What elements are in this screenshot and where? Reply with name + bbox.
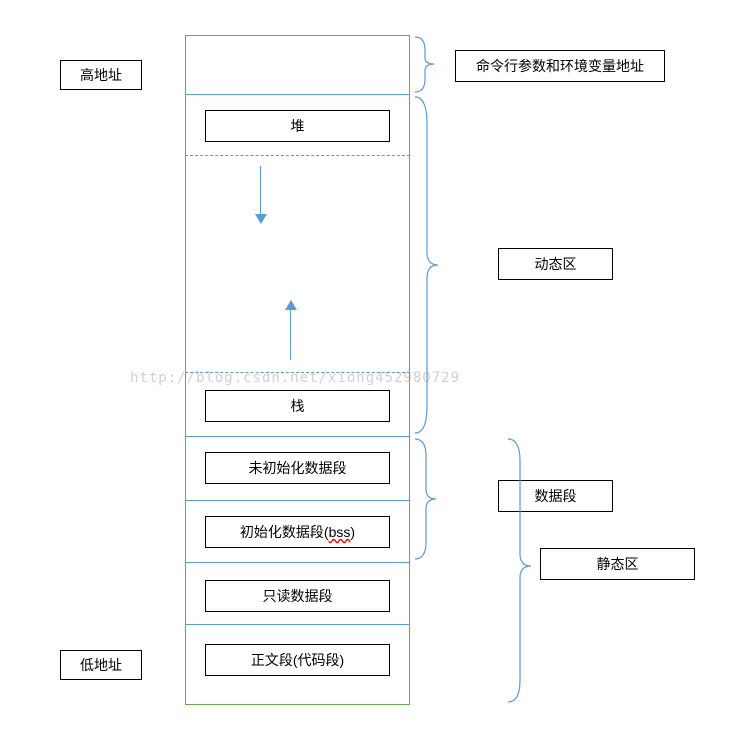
init-label: 初始化数据段(bss) — [240, 522, 355, 542]
brace-dataseg — [412, 436, 452, 562]
stack-label: 栈 — [291, 396, 305, 416]
section-divider-dashed — [185, 372, 410, 373]
section-divider — [185, 500, 410, 501]
high-address-label: 高地址 — [60, 60, 142, 90]
static-text: 静态区 — [597, 554, 639, 574]
high-addr-text: 高地址 — [80, 65, 122, 85]
dynamic-region-label: 动态区 — [498, 248, 613, 280]
heap-label: 堆 — [291, 116, 305, 136]
text-seg-box: 正文段(代码段) — [205, 644, 390, 676]
arrow-up-icon — [285, 300, 297, 310]
section-divider — [185, 436, 410, 437]
stack-box: 栈 — [205, 390, 390, 422]
low-address-label: 低地址 — [60, 650, 142, 680]
brace-static — [505, 436, 545, 705]
brace-cmdline — [412, 35, 452, 94]
data-segment-label: 数据段 — [498, 480, 613, 512]
cmdline-text: 命令行参数和环境变量地址 — [476, 56, 644, 76]
heap-grow-arrow — [260, 166, 261, 216]
uninit-data-box: 未初始化数据段 — [205, 452, 390, 484]
text-label: 正文段(代码段) — [251, 650, 344, 670]
stack-grow-arrow — [290, 310, 291, 360]
low-addr-text: 低地址 — [80, 655, 122, 675]
uninit-label: 未初始化数据段 — [249, 458, 347, 478]
static-region-label: 静态区 — [540, 548, 695, 580]
rodata-box: 只读数据段 — [205, 580, 390, 612]
dataseg-text: 数据段 — [535, 486, 577, 506]
heap-box: 堆 — [205, 110, 390, 142]
arrow-down-icon — [255, 214, 267, 224]
section-divider — [185, 562, 410, 563]
section-divider — [185, 94, 410, 95]
cmdline-env-label: 命令行参数和环境变量地址 — [455, 50, 665, 82]
section-divider-dashed — [185, 155, 410, 156]
dynamic-text: 动态区 — [535, 254, 577, 274]
rodata-label: 只读数据段 — [263, 586, 333, 606]
init-data-box: 初始化数据段(bss) — [205, 516, 390, 548]
section-divider — [185, 624, 410, 625]
